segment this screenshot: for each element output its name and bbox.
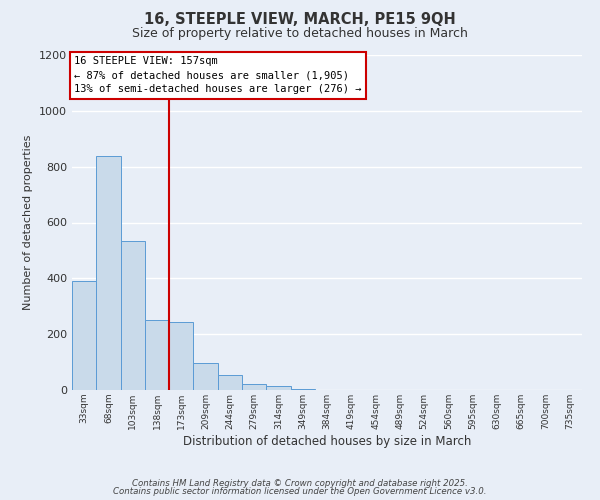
- Y-axis label: Number of detached properties: Number of detached properties: [23, 135, 34, 310]
- Text: Contains HM Land Registry data © Crown copyright and database right 2025.: Contains HM Land Registry data © Crown c…: [132, 478, 468, 488]
- Text: 16, STEEPLE VIEW, MARCH, PE15 9QH: 16, STEEPLE VIEW, MARCH, PE15 9QH: [144, 12, 456, 28]
- Bar: [193, 362, 218, 390]
- Bar: [96, 156, 121, 390]
- X-axis label: Distribution of detached houses by size in March: Distribution of detached houses by size …: [183, 434, 471, 448]
- Bar: [266, 386, 290, 390]
- Bar: [218, 376, 242, 390]
- Bar: [121, 240, 145, 390]
- Bar: [242, 384, 266, 390]
- Bar: [145, 320, 169, 390]
- Text: Size of property relative to detached houses in March: Size of property relative to detached ho…: [132, 28, 468, 40]
- Text: 16 STEEPLE VIEW: 157sqm
← 87% of detached houses are smaller (1,905)
13% of semi: 16 STEEPLE VIEW: 157sqm ← 87% of detache…: [74, 56, 362, 94]
- Bar: [169, 322, 193, 390]
- Bar: [72, 281, 96, 390]
- Bar: [290, 388, 315, 390]
- Text: Contains public sector information licensed under the Open Government Licence v3: Contains public sector information licen…: [113, 487, 487, 496]
